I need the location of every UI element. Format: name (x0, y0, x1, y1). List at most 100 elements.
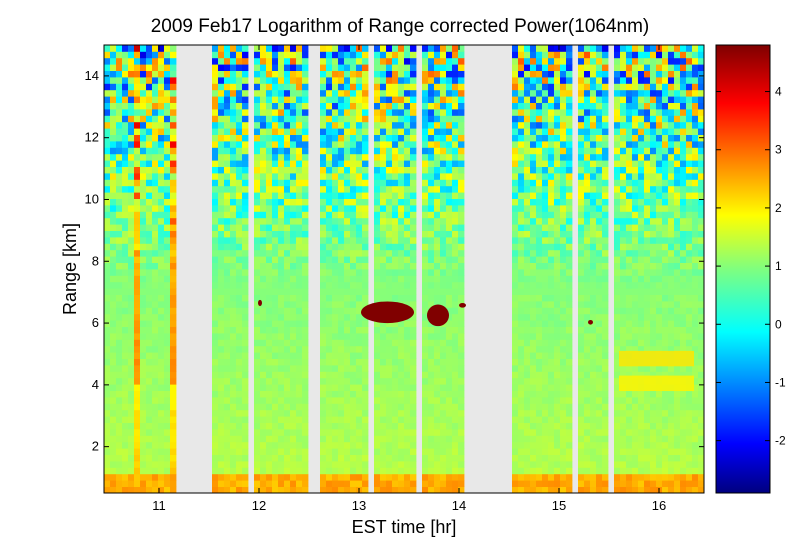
heatmap-cell (254, 403, 261, 411)
heatmap-cell (518, 390, 525, 398)
heatmap-cell (170, 333, 177, 340)
heatmap-cell (278, 237, 285, 244)
heatmap-cell (146, 109, 153, 116)
heatmap-cell (230, 435, 237, 443)
heatmap-cell (362, 461, 369, 468)
heatmap-cell (326, 51, 333, 59)
heatmap-cell (344, 416, 351, 423)
heatmap-cell (530, 77, 537, 84)
heatmap-cell (152, 243, 159, 251)
heatmap-cell (146, 141, 153, 148)
heatmap-cell (158, 77, 165, 84)
heatmap-cell (122, 441, 129, 449)
heatmap-cell (296, 281, 303, 289)
heatmap-cell (374, 435, 381, 443)
heatmap-cell (392, 403, 399, 411)
heatmap-cell (224, 173, 231, 180)
heatmap-cell (386, 448, 393, 455)
heatmap-cell (230, 454, 237, 462)
heatmap-cell (278, 70, 285, 78)
heatmap-cell (542, 179, 549, 187)
heatmap-cell (578, 77, 585, 84)
heatmap-cell (284, 358, 291, 366)
heatmap-cell (584, 224, 591, 231)
heatmap-cell (596, 288, 603, 295)
heatmap-cell (440, 185, 447, 193)
heatmap-cell (536, 429, 543, 436)
heatmap-cell (254, 358, 261, 366)
heatmap-cell (560, 384, 567, 391)
heatmap-cell (266, 313, 273, 321)
heatmap-cell (212, 352, 219, 359)
heatmap-cell (386, 224, 393, 231)
heatmap-cell (446, 275, 453, 283)
heatmap-cell (548, 128, 555, 135)
heatmap-cell (638, 256, 645, 263)
heatmap-cell (320, 467, 327, 475)
heatmap-cell (116, 416, 123, 423)
heatmap-cell (524, 313, 531, 321)
heatmap-cell (650, 89, 657, 97)
heatmap-cell (578, 70, 585, 78)
heatmap-cell (152, 217, 159, 225)
heatmap-cell (170, 89, 177, 97)
heatmap-cell (260, 45, 267, 52)
heatmap-cell (218, 422, 225, 430)
heatmap-cell (146, 429, 153, 436)
heatmap-cell (434, 288, 441, 295)
heatmap-cell (254, 461, 261, 468)
heatmap-cell (218, 441, 225, 449)
heatmap-cell (158, 83, 165, 91)
heatmap-cell (230, 384, 237, 391)
heatmap-cell (344, 256, 351, 263)
heatmap-cell (296, 115, 303, 123)
heatmap-cell (140, 89, 147, 97)
heatmap-cell (164, 294, 171, 302)
heatmap-cell (110, 422, 117, 430)
heatmap-cell (116, 141, 123, 148)
heatmap-cell (548, 326, 555, 334)
heatmap-cell (278, 198, 285, 206)
heatmap-cell (560, 77, 567, 84)
heatmap-cell (650, 461, 657, 468)
heatmap-cell (164, 429, 171, 436)
heatmap-cell (218, 473, 225, 481)
heatmap-cell (578, 365, 585, 372)
heatmap-cell (242, 57, 249, 65)
heatmap-cell (140, 429, 147, 436)
heatmap-cell (626, 185, 633, 193)
heatmap-cell (566, 230, 573, 238)
heatmap-cell (434, 70, 441, 78)
heatmap-cell (626, 301, 633, 308)
heatmap-cell (518, 102, 525, 110)
heatmap-cell (140, 102, 147, 110)
heatmap-cell (260, 281, 267, 289)
heatmap-cell (554, 70, 561, 78)
heatmap-cell (452, 281, 459, 289)
heatmap-cell (548, 243, 555, 251)
heatmap-cell (224, 147, 231, 155)
heatmap-cell (530, 243, 537, 251)
heatmap-cell (170, 141, 177, 148)
heatmap-cell (530, 486, 537, 494)
heatmap-cell (446, 179, 453, 187)
heatmap-cell (146, 217, 153, 225)
heatmap-cell (458, 153, 465, 161)
heatmap-cell (638, 141, 645, 148)
heatmap-cell (434, 473, 441, 481)
heatmap-cell (320, 262, 327, 270)
heatmap-cell (338, 83, 345, 91)
heatmap-cell (548, 281, 555, 289)
heatmap-cell (134, 429, 141, 436)
heatmap-cell (116, 217, 123, 225)
heatmap-cell (338, 153, 345, 161)
heatmap-cell (134, 262, 141, 270)
heatmap-cell (458, 57, 465, 65)
heatmap-cell (404, 390, 411, 398)
heatmap-cell (158, 237, 165, 244)
heatmap-cell (110, 192, 117, 199)
heatmap-cell (284, 237, 291, 244)
heatmap-cell (620, 166, 627, 174)
heatmap-cell (644, 371, 651, 379)
heatmap-cell (458, 377, 465, 385)
